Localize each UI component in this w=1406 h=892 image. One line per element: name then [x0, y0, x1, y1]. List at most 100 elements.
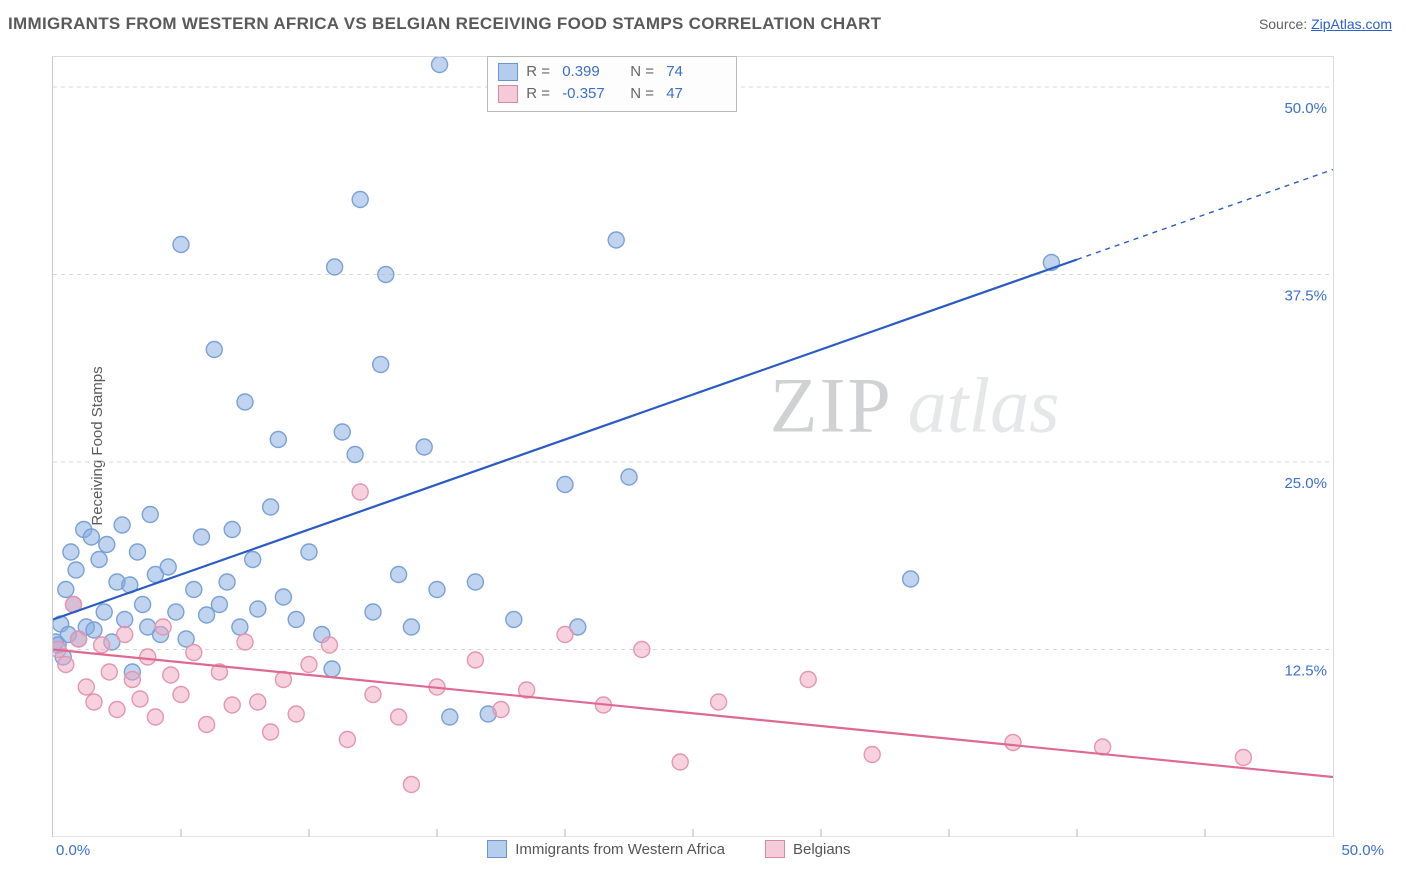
- data-point: [199, 607, 215, 623]
- data-point: [275, 589, 291, 605]
- data-point: [63, 544, 79, 560]
- data-point: [91, 552, 107, 568]
- data-point: [135, 597, 151, 613]
- data-point: [711, 694, 727, 710]
- legend-label-series2: Belgians: [793, 841, 851, 858]
- data-point: [373, 357, 389, 373]
- source-label: Source:: [1259, 16, 1307, 32]
- data-point: [324, 661, 340, 677]
- trend-line-extrapolated: [1077, 170, 1333, 260]
- data-point: [224, 697, 240, 713]
- data-point: [352, 192, 368, 208]
- data-point: [391, 567, 407, 583]
- data-point: [442, 709, 458, 725]
- r-label: R =: [526, 61, 554, 83]
- data-point: [1005, 735, 1021, 751]
- data-point: [71, 631, 87, 647]
- data-point: [467, 652, 483, 668]
- data-point: [163, 667, 179, 683]
- data-point: [206, 342, 222, 358]
- y-tick-label: 50.0%: [1284, 100, 1327, 117]
- data-point: [864, 747, 880, 763]
- data-point: [391, 709, 407, 725]
- data-point: [378, 267, 394, 283]
- legend-stats-row: R = 0.399 N = 74: [498, 61, 726, 83]
- data-point: [334, 424, 350, 440]
- source-attribution: Source: ZipAtlas.com: [1259, 16, 1392, 32]
- data-point: [263, 499, 279, 515]
- data-point: [219, 574, 235, 590]
- data-point: [301, 544, 317, 560]
- data-point: [173, 687, 189, 703]
- data-point: [193, 529, 209, 545]
- source-link[interactable]: ZipAtlas.com: [1311, 16, 1392, 32]
- data-point: [129, 544, 145, 560]
- y-tick-label: 25.0%: [1284, 475, 1327, 492]
- data-point: [211, 597, 227, 613]
- data-point: [416, 439, 432, 455]
- legend-stats: R = 0.399 N = 74 R = -0.357 N = 47: [487, 56, 737, 112]
- data-point: [557, 627, 573, 643]
- data-point: [173, 237, 189, 253]
- data-point: [186, 582, 202, 598]
- data-point: [339, 732, 355, 748]
- data-point: [58, 657, 74, 673]
- n-label: N =: [630, 61, 658, 83]
- legend-item-series1: Immigrants from Western Africa: [487, 840, 725, 858]
- chart-title: IMMIGRANTS FROM WESTERN AFRICA VS BELGIA…: [8, 14, 881, 34]
- data-point: [250, 601, 266, 617]
- data-point: [365, 604, 381, 620]
- data-point: [365, 687, 381, 703]
- data-point: [78, 679, 94, 695]
- data-point: [429, 582, 445, 598]
- data-point: [467, 574, 483, 590]
- watermark: atlas: [908, 361, 1060, 448]
- data-point: [96, 604, 112, 620]
- data-point: [199, 717, 215, 733]
- data-point: [99, 537, 115, 553]
- data-point: [301, 657, 317, 673]
- data-point: [557, 477, 573, 493]
- data-point: [86, 694, 102, 710]
- data-point: [634, 642, 650, 658]
- data-point: [232, 619, 248, 635]
- data-point: [147, 709, 163, 725]
- n-value: 74: [666, 61, 726, 83]
- data-point: [352, 484, 368, 500]
- data-point: [608, 232, 624, 248]
- data-point: [245, 552, 261, 568]
- r-value: 0.399: [562, 61, 622, 83]
- data-point: [288, 706, 304, 722]
- data-point: [288, 612, 304, 628]
- data-point: [621, 469, 637, 485]
- x-min-label: 0.0%: [56, 842, 90, 859]
- x-max-label: 50.0%: [1341, 842, 1384, 859]
- data-point: [800, 672, 816, 688]
- data-point: [94, 637, 110, 653]
- data-point: [83, 529, 99, 545]
- data-point: [114, 517, 130, 533]
- r-value: -0.357: [562, 83, 622, 105]
- data-point: [155, 619, 171, 635]
- legend-swatch-blue: [487, 840, 507, 858]
- data-point: [224, 522, 240, 538]
- data-point: [124, 672, 140, 688]
- data-point: [132, 691, 148, 707]
- legend-label-series1: Immigrants from Western Africa: [515, 841, 725, 858]
- data-point: [109, 702, 125, 718]
- data-point: [237, 634, 253, 650]
- legend-item-series2: Belgians: [765, 840, 851, 858]
- n-label: N =: [630, 83, 658, 105]
- data-point: [101, 664, 117, 680]
- data-point: [68, 562, 84, 578]
- y-tick-label: 12.5%: [1284, 663, 1327, 680]
- data-point: [506, 612, 522, 628]
- data-point: [1235, 750, 1251, 766]
- data-point: [58, 582, 74, 598]
- trend-line: [53, 650, 1333, 778]
- data-point: [903, 571, 919, 587]
- data-point: [327, 259, 343, 275]
- data-point: [263, 724, 279, 740]
- data-point: [142, 507, 158, 523]
- data-point: [432, 57, 448, 73]
